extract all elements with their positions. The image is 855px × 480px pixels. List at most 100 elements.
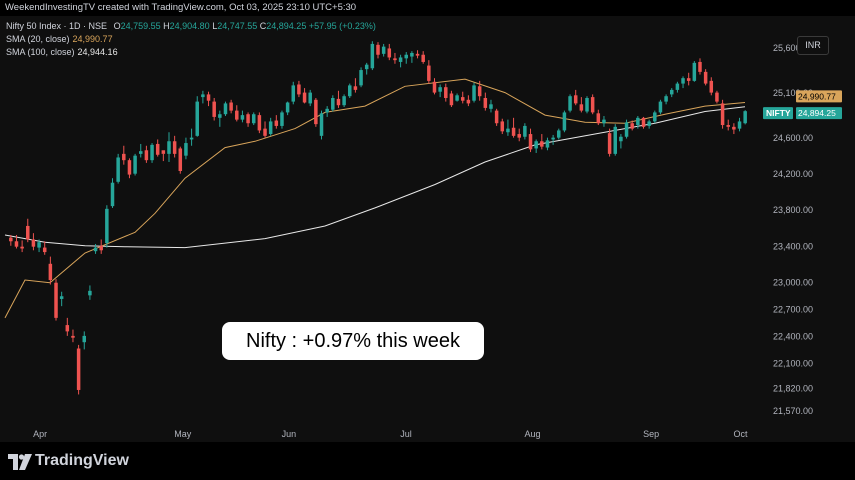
- candle: [557, 128, 561, 140]
- tradingview-brand[interactable]: TradingView: [35, 452, 129, 469]
- candle: [223, 101, 228, 117]
- candle: [291, 81, 296, 105]
- chart-header: WeekendInvestingTV created with TradingV…: [0, 0, 855, 16]
- candle: [42, 241, 47, 255]
- candle: [596, 109, 601, 126]
- candle: [331, 95, 335, 112]
- candle: [511, 117, 516, 138]
- candle: [206, 91, 211, 107]
- candle: [280, 110, 284, 129]
- y-tick-label: 24,200.00: [773, 169, 813, 179]
- candle: [297, 80, 301, 98]
- candle: [178, 146, 183, 174]
- price-tag-value: 24,894.25: [798, 108, 836, 118]
- candle: [285, 101, 290, 116]
- x-tick-label: Oct: [734, 429, 749, 439]
- candle: [477, 80, 482, 101]
- y-tick-label: 23,000.00: [773, 277, 813, 287]
- y-tick-label: 22,400.00: [773, 331, 813, 341]
- candle: [59, 291, 64, 307]
- candle: [562, 110, 567, 133]
- x-tick-label: Aug: [525, 429, 541, 439]
- candle: [257, 112, 262, 134]
- sma20-legend[interactable]: SMA (20, close) 24,990.77: [6, 33, 113, 45]
- close-value: 24,894.25: [266, 21, 307, 31]
- sma100-legend[interactable]: SMA (100, close) 24,944.16: [6, 46, 118, 58]
- tradingview-logo-icon: [8, 454, 32, 470]
- open-value: 24,759.55: [120, 21, 161, 31]
- candle: [387, 43, 392, 61]
- candle: [161, 150, 166, 162]
- candle: [93, 243, 98, 254]
- candle: [506, 119, 510, 136]
- price-tag: [796, 90, 842, 103]
- candle: [31, 233, 36, 251]
- candle: [472, 82, 476, 103]
- candle: [189, 128, 194, 146]
- candle: [489, 99, 493, 113]
- sma100-label: SMA (100, close): [6, 47, 75, 57]
- candle: [251, 112, 256, 126]
- candle: [314, 98, 318, 127]
- candle: [483, 92, 488, 111]
- candle: [229, 99, 233, 114]
- candle: [110, 178, 115, 208]
- candle: [669, 88, 674, 98]
- sma20-label: SMA (20, close): [6, 34, 70, 44]
- candle: [607, 128, 612, 157]
- ohlc-legend: Nifty 50 Index · 1D · NSE O24,759.55 H24…: [6, 21, 376, 31]
- candle: [144, 145, 149, 163]
- candle: [212, 98, 216, 121]
- y-tick-label: 22,700.00: [773, 304, 813, 314]
- candle: [48, 256, 53, 285]
- candle: [319, 110, 324, 140]
- candle: [703, 69, 708, 86]
- candle: [20, 240, 24, 253]
- candle: [641, 116, 646, 129]
- candle: [460, 91, 465, 104]
- candle: [585, 96, 589, 114]
- candle: [201, 90, 205, 104]
- candle: [624, 119, 629, 139]
- candle: [709, 77, 714, 96]
- candle: [122, 145, 126, 165]
- high-value: 24,904.80: [169, 21, 210, 31]
- currency-button[interactable]: INR: [797, 36, 829, 55]
- candle: [364, 62, 369, 75]
- candle: [551, 134, 555, 145]
- candle: [398, 54, 403, 68]
- candle: [65, 317, 70, 336]
- candle: [726, 119, 730, 131]
- candle: [167, 132, 171, 162]
- candle: [494, 108, 499, 126]
- candle: [647, 119, 651, 129]
- candle: [155, 139, 160, 157]
- candle: [381, 43, 386, 57]
- candle: [393, 52, 397, 64]
- candle: [415, 50, 420, 59]
- candle: [743, 110, 747, 125]
- candle: [353, 78, 358, 93]
- candle: [438, 84, 442, 98]
- candle: [172, 135, 177, 158]
- footer: TradingView: [0, 442, 855, 480]
- chart-panel[interactable]: 25,600.00 25,100.00 24,600.00 24,200.00 23,8…: [0, 16, 855, 442]
- candle: [715, 90, 719, 104]
- candle: [523, 123, 527, 140]
- candle: [325, 106, 329, 117]
- candle: [540, 134, 544, 150]
- low-value: 24,747.55: [217, 21, 258, 31]
- candle: [246, 112, 250, 127]
- candle: [370, 41, 375, 71]
- candle: [466, 95, 471, 107]
- candle: [88, 285, 92, 300]
- chart-svg[interactable]: 25,600.00 25,100.00 24,600.00 24,200.00 23,8…: [0, 16, 855, 442]
- candle: [720, 99, 725, 129]
- y-tick-label: 25,100.00: [773, 88, 813, 98]
- candle: [348, 83, 352, 98]
- candle: [410, 51, 414, 63]
- candle: [421, 51, 425, 64]
- candle: [268, 117, 273, 136]
- sma100-value: 24,944.16: [77, 47, 118, 57]
- x-tick-label: May: [174, 429, 192, 439]
